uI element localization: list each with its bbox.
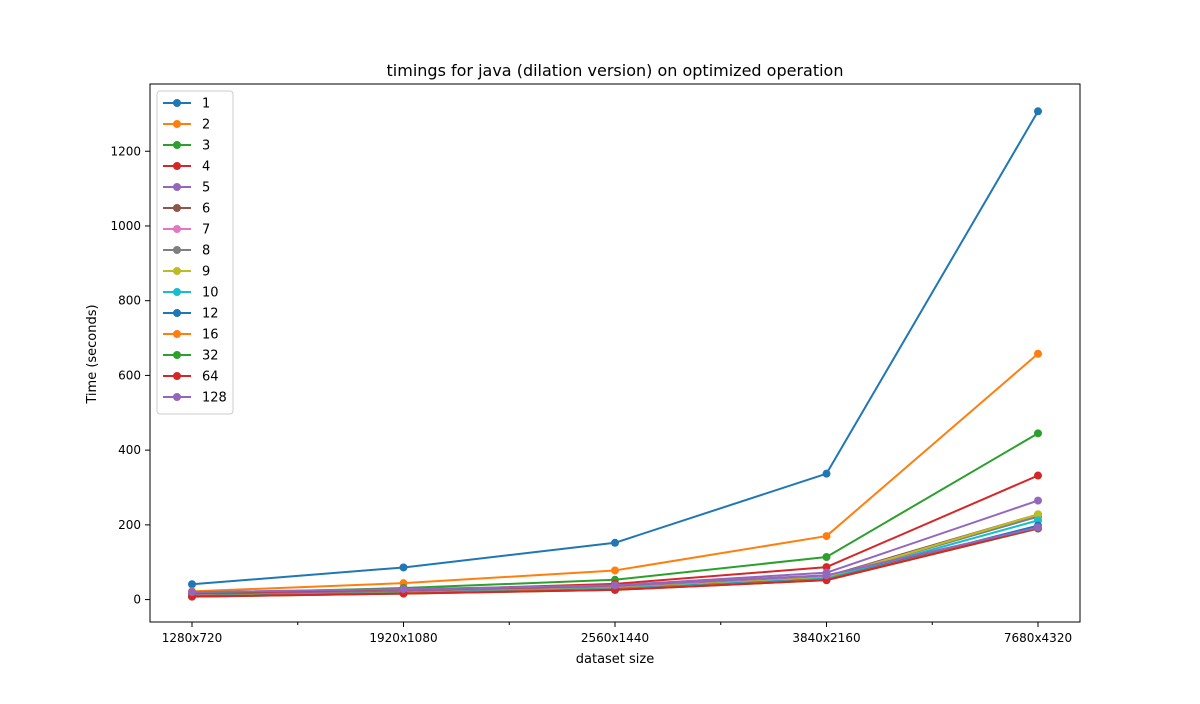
data-point xyxy=(611,581,619,590)
chart-title: timings for java (dilation version) on o… xyxy=(387,61,844,80)
y-tick-label: 0 xyxy=(133,593,141,607)
legend-swatch-marker xyxy=(173,225,181,233)
plot-area xyxy=(188,107,1042,601)
data-point xyxy=(822,469,831,478)
legend-entry: 8 xyxy=(202,244,210,259)
x-axis-label: dataset size xyxy=(576,652,655,667)
data-point xyxy=(611,566,619,575)
legend-entry: 6 xyxy=(202,202,210,217)
legend-entry: 10 xyxy=(202,286,219,301)
legend-swatch-marker xyxy=(173,372,181,380)
series-line xyxy=(191,110,1039,586)
data-point xyxy=(1034,523,1042,532)
data-point xyxy=(188,580,196,589)
legend-swatch-marker xyxy=(173,351,181,359)
y-axis-label: Time (seconds) xyxy=(85,304,100,404)
legend-swatch-marker xyxy=(173,141,181,149)
legend-swatch-marker xyxy=(173,309,181,317)
legend-entry: 1 xyxy=(202,97,210,112)
y-tick-label: 1000 xyxy=(110,219,141,233)
legend-entry: 5 xyxy=(202,181,210,196)
legend-swatch-marker xyxy=(173,120,181,128)
y-axis: 0 200 400 600 800 1000 1200 xyxy=(110,144,150,607)
legend-entry: 128 xyxy=(202,391,227,406)
x-tick-label: 2560x1440 xyxy=(581,631,649,645)
x-tick-label: 3840x2160 xyxy=(792,631,860,645)
legend-swatch-marker xyxy=(173,183,181,191)
legend-entry: 2 xyxy=(202,118,210,133)
legend-swatch-marker xyxy=(173,330,181,338)
legend-swatch-marker xyxy=(173,393,181,401)
data-point xyxy=(1034,496,1042,505)
legend-swatch-marker xyxy=(173,288,181,296)
legend-swatch-marker xyxy=(173,99,181,107)
data-point xyxy=(1034,510,1042,519)
data-point xyxy=(1034,429,1042,438)
legend-swatch-marker xyxy=(173,204,181,212)
data-point xyxy=(1034,471,1042,480)
data-point xyxy=(822,571,831,580)
y-tick-label: 800 xyxy=(118,294,141,308)
legend-entry: 12 xyxy=(202,307,219,322)
x-tick-label: 7680x4320 xyxy=(1004,631,1072,645)
y-tick-label: 200 xyxy=(118,518,141,532)
legend-entry: 16 xyxy=(202,328,219,343)
data-point xyxy=(1034,349,1042,358)
data-point xyxy=(188,588,196,597)
data-point xyxy=(822,552,831,561)
legend-entry: 3 xyxy=(202,139,210,154)
data-point xyxy=(822,532,831,541)
data-point xyxy=(611,538,619,547)
x-tick-label: 1280x720 xyxy=(162,631,223,645)
data-point xyxy=(1034,107,1042,116)
legend-swatch-marker xyxy=(173,162,181,170)
legend-entry: 32 xyxy=(202,349,219,364)
data-point xyxy=(822,563,831,572)
legend-swatch-marker xyxy=(173,246,181,254)
x-tick-label: 1920x1080 xyxy=(369,631,437,645)
legend-entry: 7 xyxy=(202,223,210,238)
series-128 xyxy=(188,523,1042,597)
y-tick-label: 400 xyxy=(118,443,141,457)
legend-entry: 64 xyxy=(202,370,219,385)
legend-entry: 9 xyxy=(202,265,210,280)
y-tick-label: 1200 xyxy=(110,144,141,158)
legend-swatch-marker xyxy=(173,267,181,275)
y-tick-label: 600 xyxy=(118,368,141,382)
series-1 xyxy=(188,107,1042,589)
legend-box xyxy=(156,90,234,415)
data-point xyxy=(399,563,408,572)
data-point xyxy=(399,585,408,594)
x-axis: 1280x720 1920x1080 2560x1440 3840x2160 7680x… xyxy=(162,622,1072,645)
legend-entry: 4 xyxy=(202,160,210,175)
